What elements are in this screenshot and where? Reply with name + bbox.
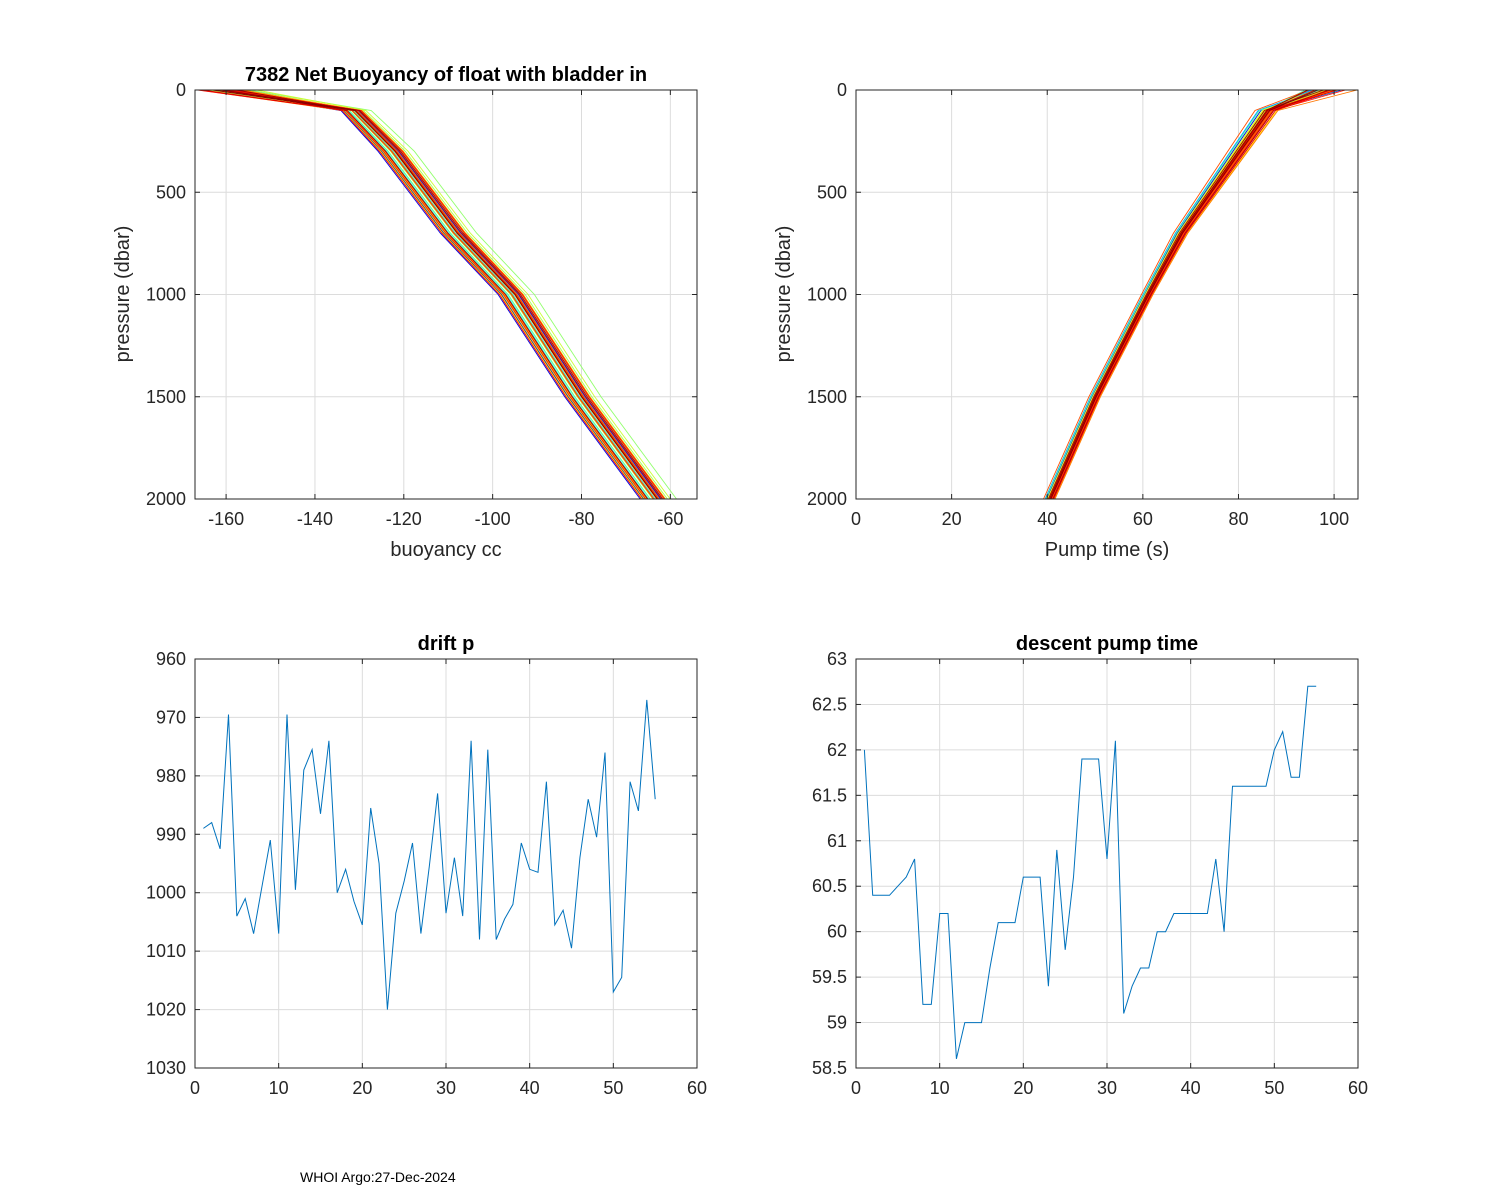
- x-tick-label: -160: [208, 509, 244, 529]
- x-tick-label: 30: [436, 1078, 456, 1098]
- footer-stamp: WHOI Argo:27-Dec-2024: [300, 1169, 456, 1185]
- x-tick-label: 10: [269, 1078, 289, 1098]
- y-tick-label: 2000: [146, 489, 186, 509]
- buoyancy-profile-chart: -160 -140 -120 -100 -80 -60 0 500 1000 1500 2000 7…: [112, 64, 698, 561]
- x-tick-label: 60: [1348, 1078, 1368, 1098]
- y-tick-label: 990: [156, 824, 186, 844]
- profile-line: [1043, 90, 1310, 499]
- y-tick-label: 970: [156, 707, 186, 727]
- x-tick-label: -60: [657, 509, 683, 529]
- x-tick-label: -140: [297, 509, 333, 529]
- x-tick-label: 0: [851, 509, 861, 529]
- y-tick-label: 980: [156, 766, 186, 786]
- series-line: [863, 685, 1317, 1060]
- x-tick-label: 20: [942, 509, 962, 529]
- profile-line: [1046, 90, 1316, 499]
- x-tick-label: 0: [851, 1078, 861, 1098]
- x-axis-label: buoyancy cc: [390, 539, 501, 561]
- y-tick-label: 1030: [146, 1058, 186, 1078]
- y-tick-label: 500: [156, 182, 186, 202]
- y-tick-label: 1500: [146, 387, 186, 407]
- x-tick-label: 40: [520, 1078, 540, 1098]
- x-tick-label: 20: [1013, 1078, 1033, 1098]
- x-tick-label: 20: [352, 1078, 372, 1098]
- x-tick-label: 0: [190, 1078, 200, 1098]
- x-tick-label: -120: [386, 509, 422, 529]
- profile-line: [256, 90, 671, 499]
- y-tick-label: 960: [156, 649, 186, 669]
- x-tick-label: -100: [475, 509, 511, 529]
- x-tick-label: 40: [1181, 1078, 1201, 1098]
- profile-line: [220, 90, 664, 499]
- x-tick-label: 50: [1264, 1078, 1284, 1098]
- y-tick-label: 62: [827, 740, 847, 760]
- y-tick-label: 0: [176, 80, 186, 100]
- profile-line: [243, 90, 666, 499]
- profile-line: [1047, 90, 1324, 499]
- x-tick-label: 80: [1228, 509, 1248, 529]
- y-tick-label: 61: [827, 831, 847, 851]
- y-tick-label: 2000: [807, 489, 847, 509]
- y-tick-label: 1020: [146, 1000, 186, 1020]
- descent-pump-time-chart: 0 10 20 30 40 50 60 58.5 59 59.5 60 60.5 61 61.5 62 62.…: [812, 633, 1368, 1098]
- y-tick-label: 500: [817, 182, 847, 202]
- x-tick-label: 30: [1097, 1078, 1117, 1098]
- y-tick-label: 1010: [146, 941, 186, 961]
- y-tick-label: 1000: [146, 883, 186, 903]
- profile-line: [237, 90, 654, 499]
- y-tick-label: 61.5: [812, 785, 847, 805]
- y-tick-label: 1000: [146, 285, 186, 305]
- drift-pressure-chart: 0 10 20 30 40 50 60960970980990100010101020103…: [146, 633, 707, 1098]
- y-tick-label: 1500: [807, 387, 847, 407]
- profile-line: [212, 90, 658, 499]
- chart-title: drift p: [418, 633, 475, 655]
- x-tick-label: -80: [568, 509, 594, 529]
- profile-line: [228, 90, 642, 499]
- x-tick-label: 60: [1133, 509, 1153, 529]
- y-tick-label: 60.5: [812, 876, 847, 896]
- chart-title: 7382 Net Buoyancy of float with bladder …: [245, 64, 647, 86]
- profile-line: [1052, 90, 1329, 499]
- y-tick-label: 1000: [807, 285, 847, 305]
- y-tick-label: 59: [827, 1013, 847, 1033]
- profile-line: [1044, 90, 1322, 499]
- profile-line: [1050, 90, 1318, 499]
- profile-line: [248, 90, 677, 499]
- profile-line: [231, 90, 666, 499]
- y-tick-label: 59.5: [812, 967, 847, 987]
- y-axis-label: pressure (dbar): [773, 226, 795, 363]
- profile-line: [1045, 90, 1328, 499]
- x-tick-label: 50: [603, 1078, 623, 1098]
- x-tick-label: 100: [1319, 509, 1349, 529]
- series-line: [203, 699, 656, 1010]
- y-axis-label: pressure (dbar): [112, 226, 134, 363]
- y-tick-label: 0: [837, 80, 847, 100]
- profile-line: [1048, 90, 1309, 499]
- profile-line: [1054, 90, 1358, 499]
- y-tick-label: 63: [827, 649, 847, 669]
- y-tick-label: 62.5: [812, 694, 847, 714]
- x-tick-label: 10: [930, 1078, 950, 1098]
- y-tick-label: 58.5: [812, 1058, 847, 1078]
- x-tick-label: 60: [687, 1078, 707, 1098]
- x-tick-label: 40: [1037, 509, 1057, 529]
- chart-title: descent pump time: [1016, 633, 1198, 655]
- x-axis-label: Pump time (s): [1045, 539, 1169, 561]
- profile-line: [1053, 90, 1336, 499]
- profile-line: [221, 90, 649, 499]
- y-tick-label: 60: [827, 922, 847, 942]
